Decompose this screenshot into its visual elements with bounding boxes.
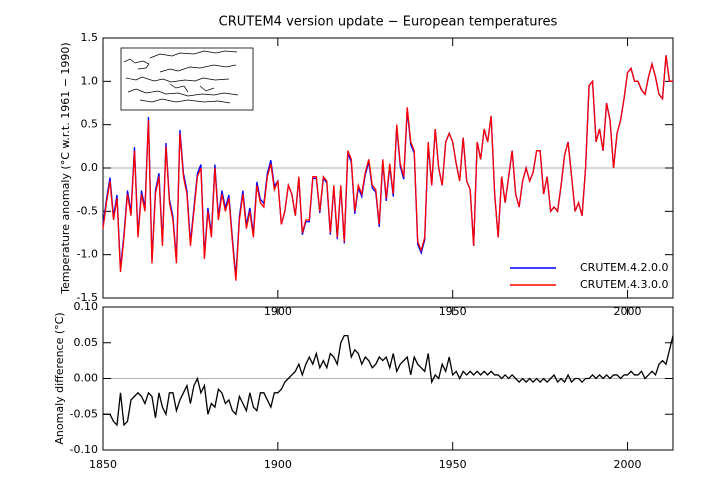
y-tick-label: 0.00 [74,372,99,385]
y-tick-label: 0.05 [74,336,99,349]
y-tick-label: -0.5 [77,204,98,217]
legend-label: CRUTEM.4.3.0.0 [580,278,669,291]
data-line [102,55,673,281]
x-tick-label: 1950 [439,458,467,471]
x-tick-label: 1900 [264,458,292,471]
legend: CRUTEM.4.2.0.0 CRUTEM.4.3.0.0 [510,261,669,291]
chart-title: CRUTEM4 version update − European temper… [219,15,558,30]
y-tick-label: 1.0 [81,74,99,87]
y-tick-label: -1.0 [77,248,98,261]
y-axis-label: Temperature anomaly (°C w.r.t. 1961 − 19… [59,42,72,294]
y-tick-label: -0.05 [70,407,98,420]
y-tick-label: 0.5 [81,118,99,131]
y-axis-label: Anomaly difference (°C) [53,312,66,444]
inset-map [120,47,254,111]
y-tick-label: -0.10 [70,443,98,456]
x-tick-label: 2000 [614,458,642,471]
x-tick-label: 1850 [89,458,117,471]
data-line [102,55,673,278]
y-tick-label: -1.5 [77,291,98,304]
y-tick-label: 1.5 [81,31,99,44]
y-tick-label: 0.0 [81,161,99,174]
data-line [103,334,674,427]
y-tick-label: 0.10 [74,300,99,313]
legend-label: CRUTEM.4.2.0.0 [580,261,669,274]
